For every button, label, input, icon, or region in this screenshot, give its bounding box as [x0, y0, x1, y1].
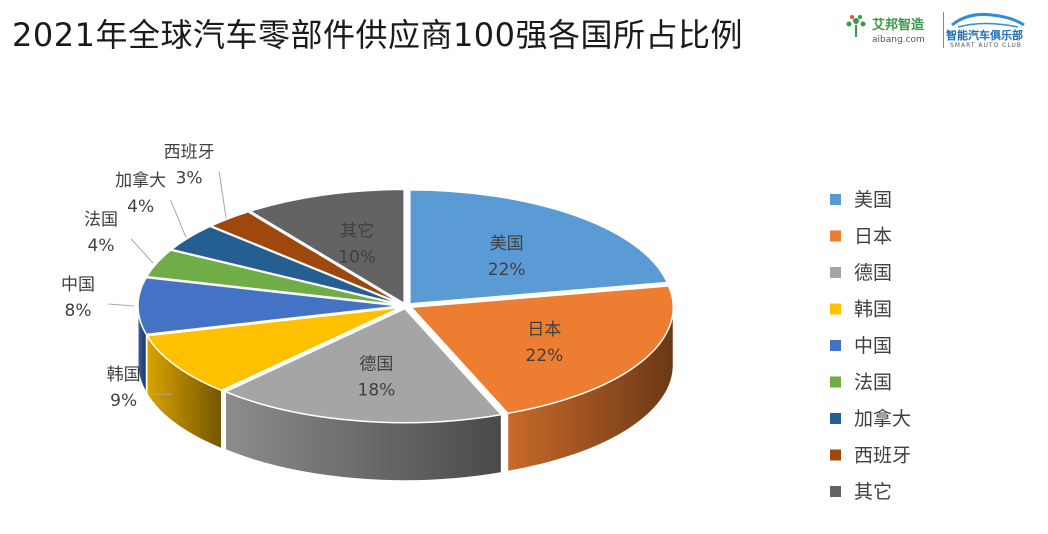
- legend-label-加拿大: 加拿大: [854, 407, 911, 430]
- slice-label-category: 日本: [527, 320, 561, 340]
- club-name: 智能汽车俱乐部: [946, 29, 1023, 42]
- slice-label-value: 4%: [88, 236, 115, 256]
- legend-swatch-日本: [830, 230, 841, 242]
- legend-swatch-中国: [830, 340, 841, 351]
- slice-label-value: 10%: [338, 248, 376, 268]
- slice-label-value: 9%: [110, 391, 137, 411]
- brand-name: 艾邦智造: [872, 18, 925, 33]
- pie-slice-其它: [248, 188, 405, 305]
- slice-label-category: 韩国: [107, 365, 141, 385]
- pie-tops: [137, 188, 674, 424]
- legend-swatch-西班牙: [830, 449, 841, 461]
- legend-label-德国: 德国: [854, 262, 892, 284]
- slice-label-value: 8%: [65, 301, 92, 321]
- pie-slice-美国: [409, 189, 669, 305]
- legend-label-韩国: 韩国: [854, 299, 892, 321]
- slice-label-value: 22%: [488, 260, 526, 280]
- legend-swatch-加拿大: [830, 413, 841, 424]
- leader-line-加拿大: [170, 199, 187, 238]
- slice-label-category: 德国: [359, 355, 393, 375]
- legend-swatch-法国: [830, 376, 841, 388]
- pie-slice-法国: [145, 249, 401, 306]
- legend-swatch-其它: [830, 486, 841, 497]
- brand-logo: 艾邦智造 aibang.com 智能汽车俱乐部 SMART AUTO CLUB: [842, 8, 1042, 52]
- brand-url: aibang.com: [872, 35, 925, 45]
- leader-line-中国: [107, 303, 135, 307]
- pie-slice-德国: [223, 307, 503, 424]
- slice-label-value: 4%: [127, 197, 154, 217]
- slice-label-category: 其它: [340, 222, 374, 242]
- slice-label-category: 美国: [490, 234, 524, 254]
- pie-slice-加拿大: [169, 225, 402, 306]
- pie-slice-中国: [137, 276, 401, 336]
- slice-label-category: 中国: [61, 275, 95, 295]
- leader-line-法国: [130, 238, 154, 264]
- leader-line-西班牙: [218, 171, 227, 219]
- slice-label-category: 加拿大: [115, 170, 166, 191]
- legend-label-法国: 法国: [854, 372, 892, 394]
- chart-title: 2021年全球汽车零部件供应商100强各国所占比例: [12, 16, 744, 54]
- slice-label-category: 西班牙: [164, 142, 215, 162]
- legend-label-中国: 中国: [854, 335, 892, 357]
- logo-divider: [943, 12, 944, 48]
- slice-label-value: 18%: [358, 381, 396, 401]
- legend-swatch-韩国: [830, 303, 841, 315]
- pie-labels: 美国 22% 日本 22% 德国 18% 韩国 9% 中国 8% 法国 4% 加拿大 4% 西班牙 3% 其它 1…: [61, 142, 563, 410]
- legend-swatch-美国: [830, 194, 841, 205]
- pie-slice-韩国: [145, 306, 402, 392]
- club-name-en: SMART AUTO CLUB: [950, 42, 1022, 49]
- legend-label-日本: 日本: [854, 226, 892, 248]
- legend-label-美国: 美国: [854, 189, 892, 211]
- tree-logo-icon: [846, 15, 866, 37]
- pie-slice-西班牙: [209, 210, 403, 305]
- legend-swatch-德国: [830, 267, 841, 278]
- legend-label-西班牙: 西班牙: [854, 445, 911, 467]
- pie-slice-日本: [409, 285, 674, 415]
- slice-label-category: 法国: [84, 210, 118, 230]
- slice-label-value: 22%: [526, 346, 564, 366]
- car-logo-icon: [951, 13, 1025, 28]
- legend-label-其它: 其它: [854, 481, 892, 503]
- slice-label-value: 3%: [176, 168, 203, 188]
